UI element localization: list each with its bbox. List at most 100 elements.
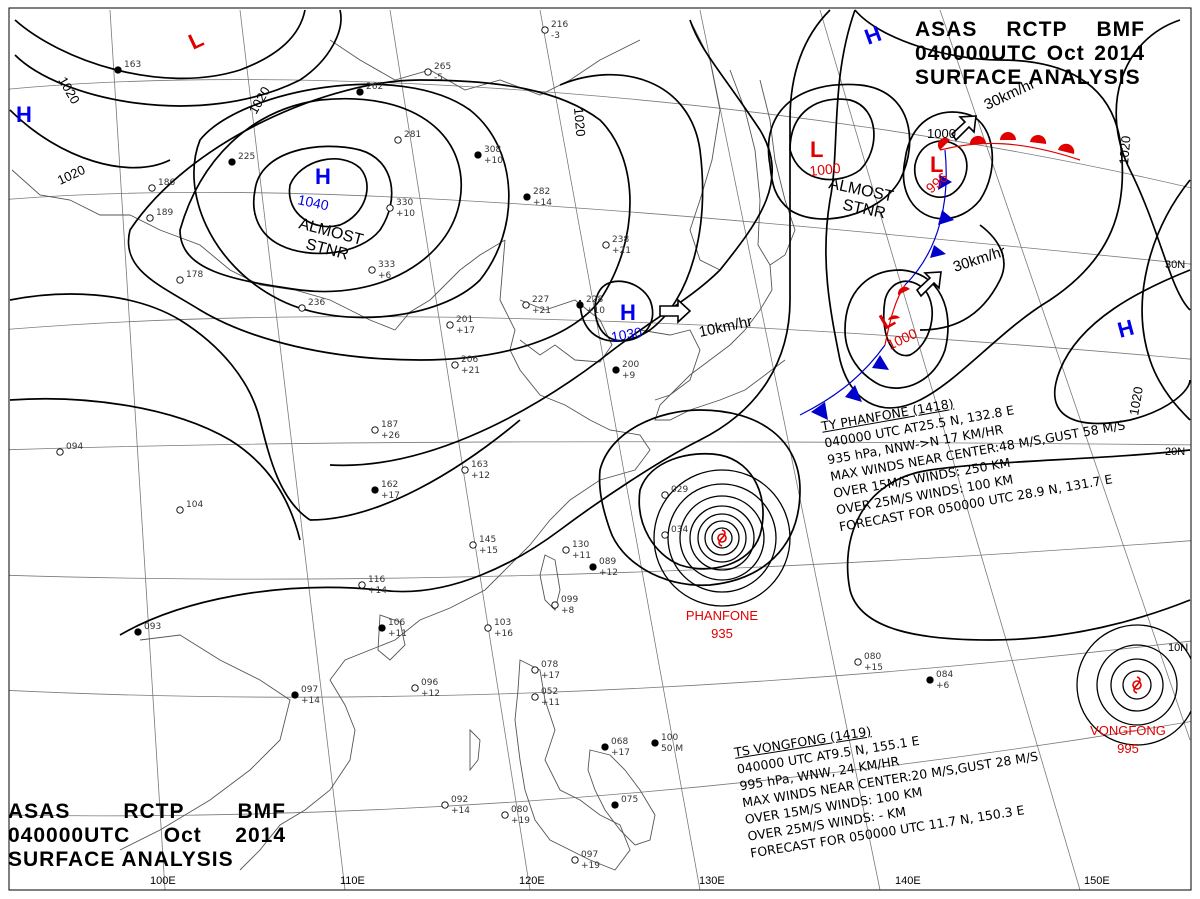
station-pressure: 178 — [186, 270, 203, 280]
station-pressure: 330 — [396, 198, 413, 208]
station-plot: 104 — [176, 500, 203, 514]
station-pressure: 228 — [586, 295, 603, 305]
station-pressure: 186 — [158, 178, 175, 188]
station-plot: 092+14 — [441, 795, 470, 816]
station-pressure: 080 — [864, 652, 881, 662]
station-pressure: 097 — [581, 850, 598, 860]
high-center-value: 1030 — [610, 324, 644, 345]
station-pressure: 075 — [621, 795, 638, 805]
station-plot: 096+12 — [411, 678, 440, 699]
station-marker — [484, 624, 492, 632]
station-marker — [291, 691, 299, 699]
station-plot: 097+19 — [571, 850, 600, 871]
station-marker — [926, 676, 934, 684]
station-marker — [522, 301, 530, 309]
latitude-label: 10N — [1168, 642, 1188, 654]
station-plot: 099+8 — [551, 595, 578, 616]
station-plot: 093 — [134, 622, 161, 636]
station-tendency: +6 — [936, 681, 950, 691]
header-word: 2014 — [235, 824, 286, 847]
station-plot: 227+21 — [522, 295, 551, 316]
station-tendency: -5 — [434, 73, 443, 83]
station-plot: 097+14 — [291, 685, 320, 706]
station-pressure: 103 — [494, 618, 511, 628]
station-tendency: +19 — [511, 816, 530, 826]
station-pressure: 227 — [532, 295, 549, 305]
longitude-lines — [109, 9, 1191, 890]
station-pressure: 029 — [671, 485, 688, 495]
station-tendency: +16 — [494, 629, 513, 639]
station-pressure: 116 — [368, 575, 385, 585]
station-plot: 103+16 — [484, 618, 513, 639]
header-word: 040000UTC — [915, 42, 1038, 65]
station-marker — [148, 184, 156, 192]
station-plot: 089+12 — [589, 557, 618, 578]
station-tendency: 50 M — [661, 744, 683, 754]
station-marker — [386, 204, 394, 212]
station-pressure: 099 — [561, 595, 578, 605]
cyclone-labels: PHANFONE 935 VONGFONG 995 — [686, 608, 1166, 756]
station-tendency: +15 — [864, 663, 883, 673]
station-tendency: +17 — [456, 326, 475, 336]
station-tendency: +12 — [421, 689, 440, 699]
station-tendency: +21 — [461, 366, 480, 376]
cyclone-name: PHANFONE — [686, 608, 759, 623]
station-pressure: 265 — [434, 62, 451, 72]
station-marker — [134, 628, 142, 636]
station-pressure: 094 — [66, 442, 83, 452]
station-plot: 201+17 — [446, 315, 475, 336]
station-marker — [378, 624, 386, 632]
station-tendency: +21 — [532, 306, 551, 316]
header-title: SURFACE ANALYSIS — [8, 848, 234, 871]
high-center-marker: H — [315, 164, 331, 189]
cyclone-pressure: 995 — [1117, 741, 1139, 756]
station-tendency: +11 — [541, 698, 560, 708]
station-pressure: 236 — [308, 298, 325, 308]
station-plot: 029 — [661, 485, 688, 499]
station-pressure: 052 — [541, 687, 558, 697]
station-pressure: 189 — [156, 208, 173, 218]
station-plot: 163+12 — [461, 460, 490, 481]
station-plot: 262 — [356, 82, 383, 96]
station-plot: 084+6 — [926, 670, 953, 691]
station-tendency: +15 — [479, 546, 498, 556]
station-plot: 282+14 — [523, 187, 552, 208]
station-marker — [176, 506, 184, 514]
station-pressure: 145 — [479, 535, 496, 545]
station-marker — [501, 811, 509, 819]
station-plot: 162+17 — [371, 480, 400, 501]
latitude-lines — [9, 79, 1191, 817]
station-tendency: +17 — [381, 491, 400, 501]
low-center-marker: L — [810, 137, 823, 162]
cold-front — [799, 149, 954, 420]
station-marker — [298, 304, 306, 312]
station-plot: 308+10 — [474, 145, 503, 166]
longitude-label: 130E — [699, 875, 725, 887]
latitude-label: 20N — [1165, 446, 1185, 458]
station-marker — [601, 743, 609, 751]
motion-arrows — [659, 115, 977, 324]
station-pressure: 262 — [366, 82, 383, 92]
station-marker — [358, 581, 366, 589]
graticule-labels: 100E 110E 120E 130E 140E 150E 30N 20N 10… — [150, 259, 1188, 887]
station-marker — [531, 693, 539, 701]
header-word: 2014 — [1094, 42, 1145, 65]
longitude-label: 100E — [150, 875, 176, 887]
header-title: SURFACE ANALYSIS — [915, 66, 1141, 89]
station-plot: 178 — [176, 270, 203, 284]
station-plot: 163 — [114, 60, 141, 74]
cyclone-name: VONGFONG — [1090, 723, 1166, 738]
station-plot: 216-3 — [541, 20, 568, 41]
station-pressure: 092 — [451, 795, 468, 805]
station-tendency: +14 — [301, 696, 320, 706]
station-marker — [611, 801, 619, 809]
station-plot: 187+26 — [371, 420, 400, 441]
station-pressure: 104 — [186, 500, 203, 510]
station-tendency: +17 — [611, 748, 630, 758]
storm-vongfong-isobars — [1076, 624, 1191, 746]
station-pressure: 106 — [388, 618, 405, 628]
high-center-marker: H — [620, 300, 636, 325]
station-marker — [371, 486, 379, 494]
station-marker — [146, 214, 154, 222]
station-tendency: +14 — [368, 586, 387, 596]
